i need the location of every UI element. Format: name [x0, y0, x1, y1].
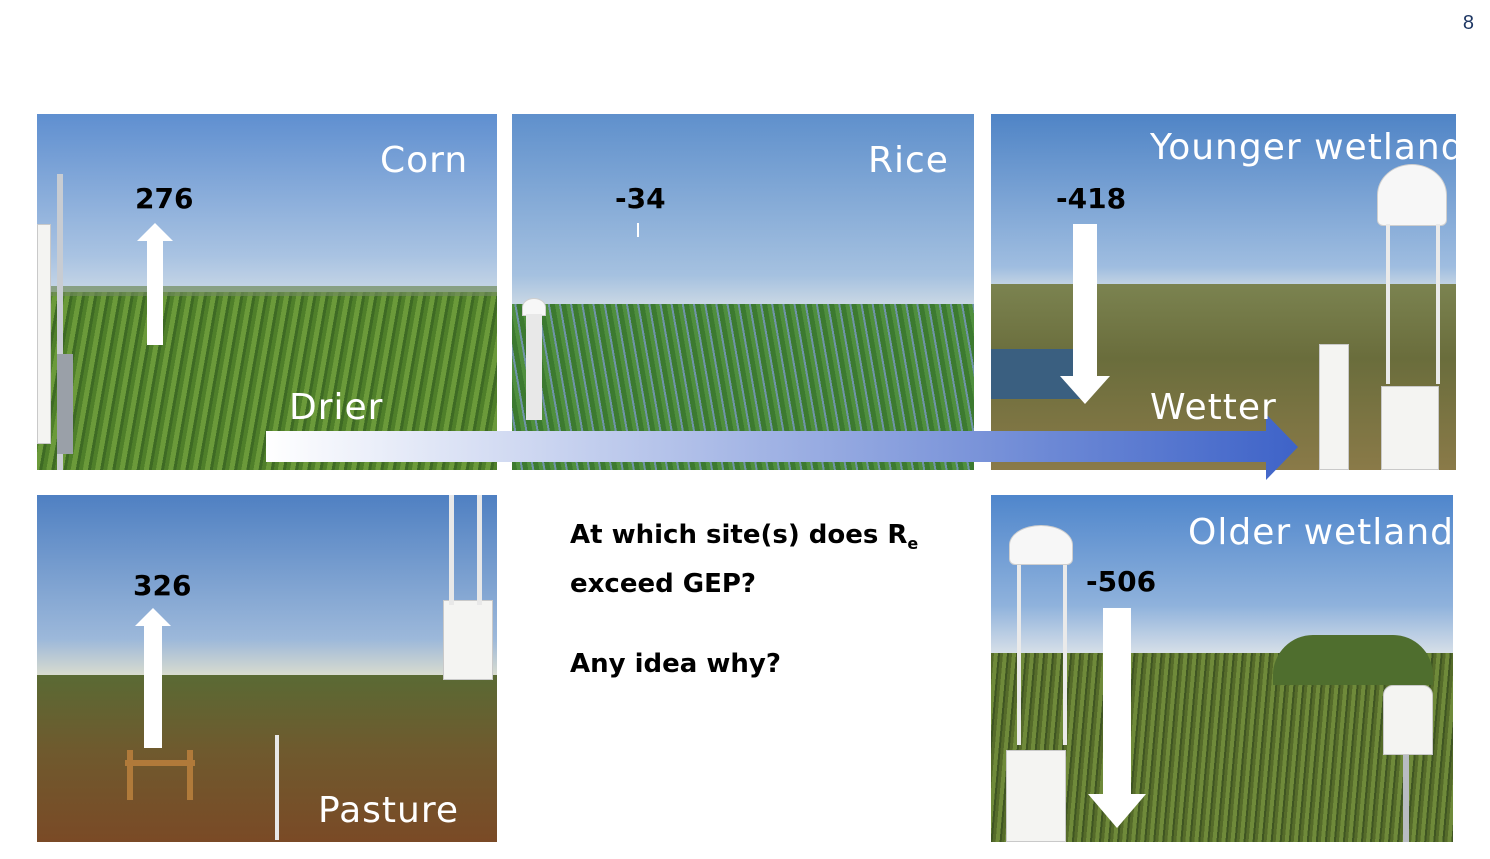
question-line-3: Any idea why?	[570, 649, 781, 680]
rice-label: Rice	[868, 140, 949, 181]
wetter-label: Wetter	[1150, 387, 1277, 428]
older-wetland-value: -506	[1086, 565, 1157, 598]
older-wetland-down-arrow	[1088, 608, 1146, 828]
younger-wetland-label: Younger wetland	[1150, 127, 1465, 168]
younger-wetland-value: -418	[1056, 182, 1127, 215]
pasture-label: Pasture	[318, 790, 459, 831]
younger-wetland-site-photo	[991, 114, 1456, 470]
corn-up-arrow	[137, 223, 173, 345]
corn-label: Corn	[380, 140, 469, 181]
drier-label: Drier	[289, 387, 384, 428]
rice-value: -34	[615, 182, 666, 215]
pasture-site-photo	[37, 495, 497, 842]
discussion-question: At which site(s) does Re exceed GEP? Any…	[570, 515, 950, 684]
page-number: 8	[1462, 12, 1474, 34]
question-line-2: exceed GEP?	[570, 569, 756, 600]
moisture-gradient-arrow	[266, 414, 1298, 480]
corn-value: 276	[135, 182, 194, 215]
older-wetland-site-photo	[991, 495, 1453, 842]
younger-wetland-down-arrow	[1060, 224, 1110, 404]
pasture-up-arrow	[135, 608, 171, 748]
pasture-value: 326	[133, 569, 192, 602]
corn-site-photo	[37, 114, 497, 470]
older-wetland-label: Older wetland	[1188, 512, 1455, 553]
rice-down-arrow	[637, 223, 639, 237]
question-line-1: At which site(s) does Re	[570, 520, 919, 554]
